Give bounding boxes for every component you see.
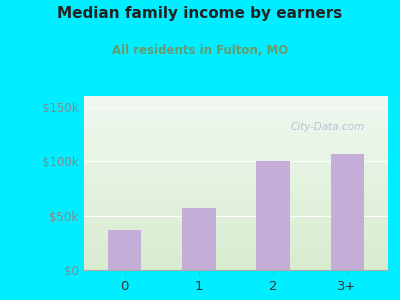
Bar: [256, 161, 290, 270]
Bar: [108, 230, 142, 270]
Bar: [182, 208, 216, 270]
Bar: [330, 154, 364, 270]
Text: City-Data.com: City-Data.com: [291, 122, 365, 132]
Text: Median family income by earners: Median family income by earners: [57, 6, 343, 21]
Text: All residents in Fulton, MO: All residents in Fulton, MO: [112, 44, 288, 56]
